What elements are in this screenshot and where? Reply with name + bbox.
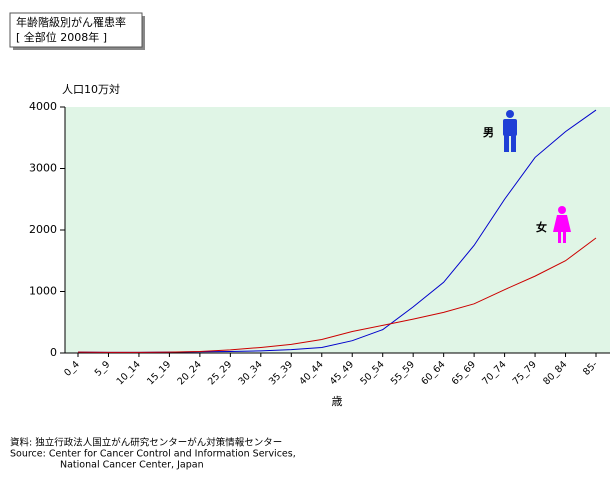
x-tick-label: 15_19: [145, 359, 173, 387]
series-line: [77, 237, 597, 353]
y-tick-label: 2000: [29, 223, 57, 236]
y-axis-label: 人口10万対: [62, 82, 120, 96]
icon-head: [506, 110, 514, 118]
icon-body: [503, 119, 517, 136]
plot-area: [65, 107, 610, 353]
x-tick-label: 85-: [581, 359, 600, 378]
x-tick-label: 75_79: [511, 359, 539, 387]
source-note: National Cancer Center, Japan: [60, 460, 204, 471]
x-axis-label: 歳: [332, 395, 343, 408]
icon-leg: [504, 134, 509, 152]
x-tick-label: 30_34: [236, 359, 264, 387]
title-box: [9, 12, 143, 48]
source-note: 資料: 独立行政法人国立がん研究センターがん対策情報センター: [10, 437, 282, 449]
person-icon: [503, 110, 517, 152]
x-tick-label: 55_59: [389, 359, 417, 387]
x-tick-label: 50_54: [358, 359, 386, 387]
x-tick-label: 10_14: [115, 359, 143, 387]
x-tick-label: 20_24: [176, 359, 204, 387]
series-label: 女: [536, 220, 547, 234]
y-tick-label: 1000: [29, 285, 57, 298]
y-tick-label: 4000: [29, 100, 57, 113]
x-tick-label: 5_9: [93, 359, 113, 379]
x-tick-label: 0_4: [62, 359, 82, 379]
y-tick-label: 3000: [29, 162, 57, 175]
source-note: Source: Center for Cancer Control and In…: [10, 449, 296, 460]
icon-dress: [553, 215, 571, 232]
chart-title: 年齢階級別がん罹患率: [16, 15, 126, 29]
x-tick-label: 60_64: [419, 359, 447, 387]
x-tick-label: 35_39: [267, 359, 295, 387]
person-icon: [553, 206, 571, 243]
x-tick-label: 40_44: [297, 359, 325, 387]
x-tick-label: 45_49: [328, 359, 356, 387]
x-tick-label: 65_69: [450, 359, 478, 387]
chart-subtitle: [ 全部位 2008年 ]: [16, 30, 107, 44]
y-tick-label: 0: [50, 346, 57, 359]
icon-leg: [563, 232, 566, 243]
x-tick-label: 80_84: [541, 359, 569, 387]
icon-leg: [558, 232, 561, 243]
icon-leg: [511, 134, 516, 152]
icon-head: [558, 206, 566, 214]
x-tick-label: 70_74: [480, 359, 508, 387]
x-tick-label: 25_29: [206, 359, 234, 387]
series-label: 男: [483, 126, 494, 139]
